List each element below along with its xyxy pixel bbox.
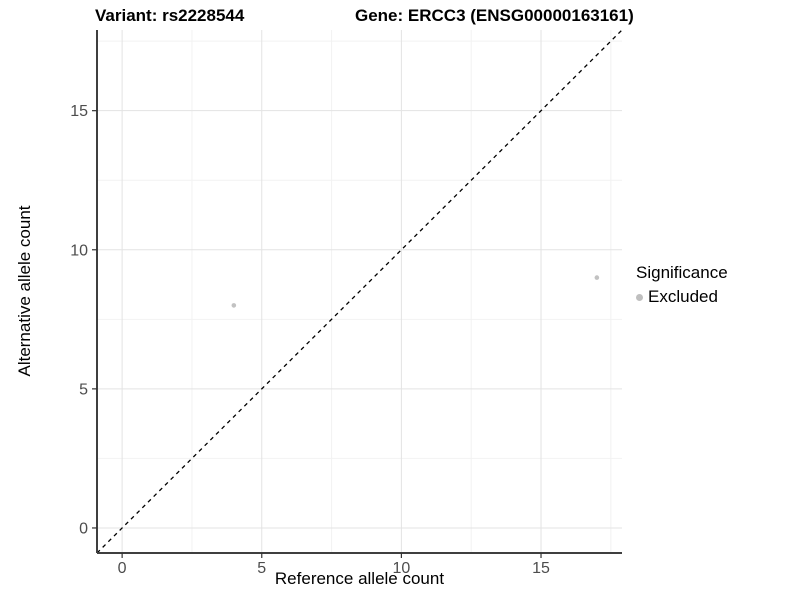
identity-line [96, 29, 623, 554]
data-point [594, 275, 600, 280]
variant-title: Variant: rs2228544 [95, 6, 245, 25]
legend-point-icon [636, 293, 643, 301]
legend-entry: Excluded [636, 287, 728, 307]
x-tick-label: 0 [118, 560, 127, 577]
y-tick-label: 15 [70, 103, 88, 120]
data-point [231, 303, 237, 308]
y-tick-label: 0 [79, 520, 88, 537]
x-axis-title: Reference allele count [274, 569, 445, 588]
x-tick-label: 5 [257, 560, 266, 577]
y-axis-title: Alternative allele count [15, 205, 34, 377]
legend-entry-label: Excluded [648, 287, 718, 306]
y-tick-label: 5 [79, 381, 88, 398]
x-tick-label: 10 [392, 560, 410, 577]
y-tick-label: 10 [70, 242, 88, 259]
legend: Significance Excluded [636, 262, 728, 307]
gene-title: Gene: ERCC3 (ENSG00000163161) [355, 6, 634, 25]
legend-title: Significance [636, 263, 728, 282]
x-tick-label: 15 [532, 560, 550, 577]
